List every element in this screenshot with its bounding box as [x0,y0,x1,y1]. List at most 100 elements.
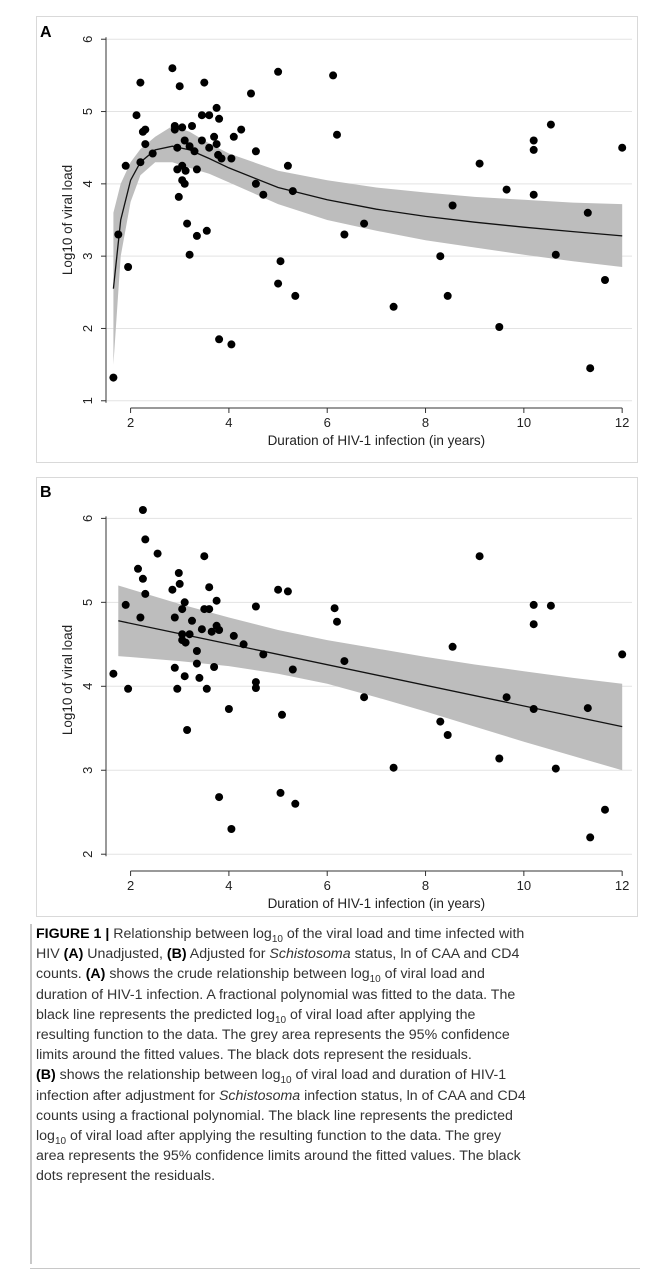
caption-segment: Unadjusted, [83,946,167,963]
data-point [207,627,216,636]
caption-line: Relationship between log10 of the viral … [109,926,525,944]
data-point [168,64,177,73]
y-tick-label: 3 [80,253,95,260]
data-point [443,731,452,739]
caption-segment: duration of HIV-1 infection. A fractiona… [36,986,516,1003]
caption-line: infection after adjustment for Schistoso… [36,1088,526,1104]
caption-segment: Schistosoma [269,946,351,963]
data-point [330,604,339,613]
data-point [333,130,341,139]
caption-segment: infection status, ln of CAA and CD4 [300,1087,526,1104]
y-tick-label: 5 [80,599,95,606]
data-point [202,684,211,693]
caption-segment: log [36,1128,55,1145]
caption-segment: infection after adjustment for [36,1087,219,1104]
data-point [202,226,211,235]
data-point [227,154,236,163]
data-point [475,552,484,561]
data-point [529,600,538,609]
data-point [529,705,538,713]
data-point [551,764,560,773]
caption-segment: counts. [36,966,86,983]
data-point [212,140,221,149]
x-tick-label: 8 [422,415,429,430]
caption-segment: (B) [36,1067,56,1084]
data-point [389,763,398,772]
data-point [185,250,194,259]
data-point [276,788,285,797]
x-tick-label: 4 [225,415,232,430]
panel-b-letter: B [40,484,52,501]
data-point [141,589,150,598]
data-point [205,111,214,120]
data-point [124,684,133,693]
caption-segment: of the viral load and time infected with [282,926,525,942]
data-point [138,574,147,583]
x-tick-label: 2 [127,878,134,893]
data-point [502,185,511,194]
caption-segment: black line represents the predicted log [36,1006,275,1023]
caption-segment: 10 [274,1014,287,1026]
data-point [291,291,300,300]
data-point [192,647,201,655]
caption-label: FIGURE 1 | [36,926,110,942]
data-point [251,147,260,156]
data-point [205,583,214,592]
caption-segment: HIV [36,946,64,963]
fitted-line [112,145,623,289]
data-point [121,161,130,170]
data-point [195,673,204,682]
data-point [546,601,555,610]
data-point [217,154,226,163]
data-point [389,302,398,311]
data-point [274,67,283,76]
y-tick-label: 6 [80,515,95,522]
y-tick-label: 6 [80,36,95,43]
caption-segment: (A) [63,946,84,963]
data-point [251,684,260,692]
chart-panel-b: 2 4 6 8 10 12 2 3 4 5 6 Duration of HIV-1 infection… [60,506,632,911]
data-point [178,630,187,639]
caption-segment: dots represent the residuals. [36,1168,216,1185]
data-point [443,291,452,300]
caption-segment: 10 [369,974,381,986]
data-point [601,276,609,284]
caption-line: black line represents the predicted log1… [36,1006,475,1026]
data-point [288,187,297,196]
data-point [212,103,221,112]
y-tick-label: 2 [80,325,95,332]
caption-segment: status, ln of CAA and CD4 [350,946,520,963]
data-point [205,143,214,152]
x-tick-label: 12 [615,878,629,893]
data-point [109,373,118,382]
data-point [200,78,209,87]
y-tick-label: 4 [80,683,95,690]
y-tick-label: 2 [80,851,95,858]
data-point [448,642,457,651]
caption-line: duration of HIV-1 infection. A fractiona… [36,987,515,1003]
caption-segment: resulting function to the data. The grey… [36,1027,510,1044]
x-tick-label: 10 [517,415,531,430]
data-point [210,663,219,671]
data-point [181,638,190,647]
data-point [175,82,184,91]
data-point [141,535,150,544]
x-tick-label: 6 [324,878,331,893]
data-point [121,600,130,609]
y-axis-label: Log10 of viral load [60,165,75,275]
data-point [188,122,196,130]
data-point [180,672,189,681]
data-point [495,754,504,763]
data-point [174,569,183,577]
caption-line: dots represent the residuals. [36,1168,215,1184]
data-point [618,143,627,152]
caption-line: HIV (A) Unadjusted, (B) Adjusted for Sch… [36,946,519,962]
data-point [229,631,238,640]
confidence-band [118,585,623,771]
data-point [136,78,145,87]
caption-line: resulting function to the data. The grey… [36,1027,510,1043]
data-point [448,201,457,210]
data-point [178,123,187,132]
